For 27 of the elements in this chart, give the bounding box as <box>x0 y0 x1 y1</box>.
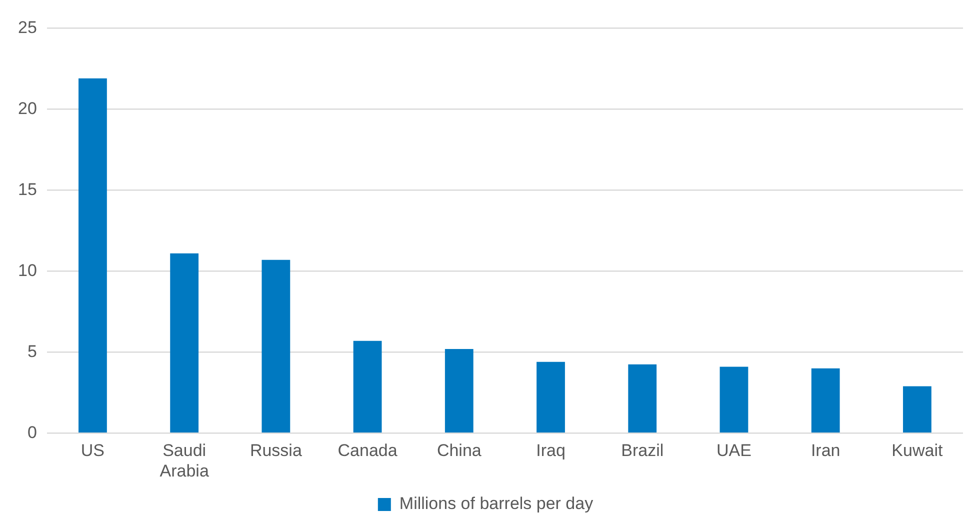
y-tick-label: 25 <box>18 18 37 37</box>
y-tick-label: 5 <box>27 342 37 361</box>
x-tick-label: Canada <box>338 441 398 460</box>
bar <box>536 362 565 433</box>
bar <box>353 340 382 433</box>
x-tick-label: Saudi Arabia <box>160 441 210 480</box>
x-tick-label: Iraq <box>536 441 566 460</box>
bar <box>628 364 657 433</box>
x-tick-label: Russia <box>250 441 302 460</box>
bar <box>444 348 474 433</box>
x-tick-label: Kuwait <box>892 441 943 460</box>
x-tick-label: China <box>436 441 482 460</box>
y-tick-label: 10 <box>18 260 37 280</box>
y-tick-label: 20 <box>18 98 37 118</box>
x-tick-label: Iran <box>810 441 840 460</box>
legend-label: Millions of barrels per day <box>399 494 594 514</box>
x-tick-label: UAE <box>716 441 752 460</box>
bar <box>262 260 290 433</box>
x-tick-label: Brazil <box>621 441 664 460</box>
bar <box>811 368 840 433</box>
y-tick-label: 15 <box>18 180 37 199</box>
y-tick-label: 0 <box>27 422 37 442</box>
bar <box>902 386 932 433</box>
bar <box>170 253 199 433</box>
bar <box>78 78 107 433</box>
bar <box>720 366 748 433</box>
x-tick-label: US <box>80 441 105 460</box>
